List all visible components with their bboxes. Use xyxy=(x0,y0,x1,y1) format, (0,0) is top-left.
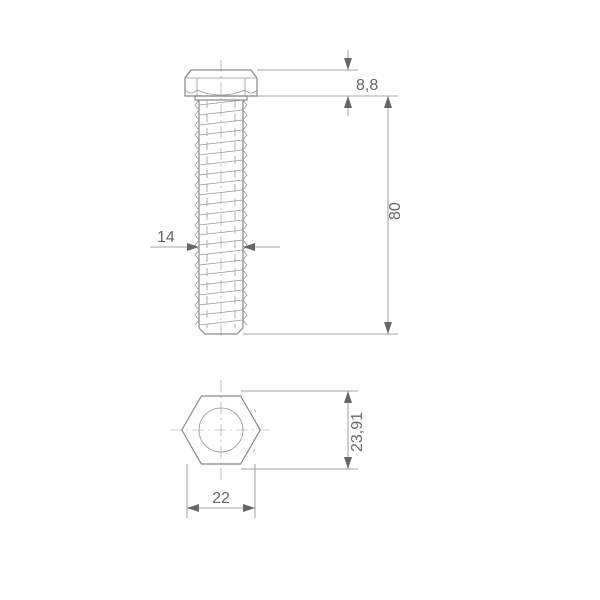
dim-thread-dia: 14 xyxy=(150,229,280,251)
dim-thread-dia-label: 14 xyxy=(157,229,175,246)
side-view xyxy=(185,60,257,340)
bolt-drawing: 8,8 80 14 23,91 22 xyxy=(0,0,600,600)
top-view xyxy=(170,380,272,480)
dim-across-corners-label: 23,91 xyxy=(349,412,366,452)
dim-shaft-length-label: 80 xyxy=(387,202,404,220)
dim-across-flats-label: 22 xyxy=(212,490,230,507)
thread-right xyxy=(243,100,247,325)
dim-shaft-length: 80 xyxy=(243,96,404,334)
dim-head-height-label: 8,8 xyxy=(356,77,378,94)
dim-head-height: 8,8 xyxy=(257,50,398,116)
